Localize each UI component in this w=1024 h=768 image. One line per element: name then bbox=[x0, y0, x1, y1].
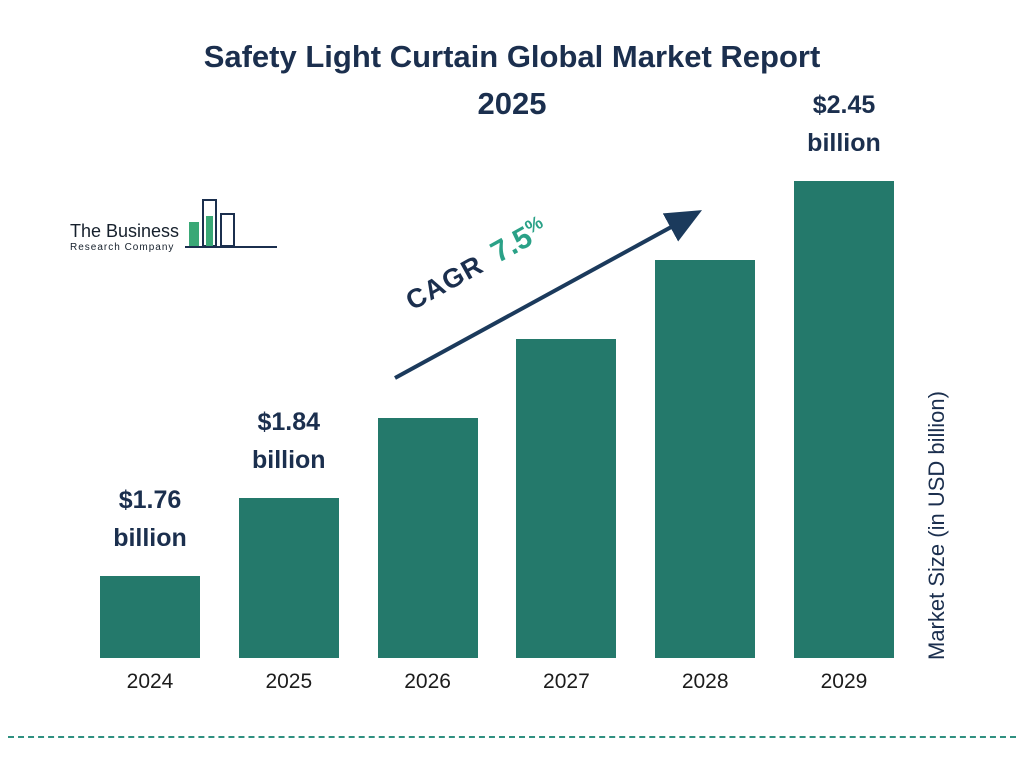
bar-value-label-2029: $2.45 billion bbox=[807, 90, 881, 158]
year-label-2029: 2029 bbox=[820, 670, 868, 693]
bar-2027 bbox=[516, 339, 617, 658]
company-logo-text: The Business Research Company bbox=[70, 221, 179, 261]
y-axis-label: Market Size (in USD billion) bbox=[924, 391, 949, 660]
year-label-2026: 2026 bbox=[404, 670, 451, 693]
bar-column-2029: $2.45 billion 2029 bbox=[793, 86, 894, 695]
company-name: The Business bbox=[70, 221, 180, 241]
page-title-line1: Safety Light Curtain Global Market Repor… bbox=[203, 39, 821, 74]
bar-chart: $1.76 billion 2024 $1.84 billion 2025 2026 2027… bbox=[100, 54, 894, 694]
year-label-2027: 2027 bbox=[543, 670, 590, 693]
page-title: Safety Light Curtain Global Market Repor… bbox=[0, 34, 1024, 127]
bar-column-2024: $1.76 billion 2024 bbox=[100, 481, 200, 695]
bar-2024 bbox=[100, 576, 200, 658]
bar-column-2026: 2026 bbox=[377, 418, 478, 694]
page-title-line2: 2025 bbox=[477, 85, 547, 121]
bar-2026 bbox=[377, 418, 478, 658]
bar-column-2025: $1.84 billion 2025 bbox=[238, 403, 339, 695]
year-label-2025: 2025 bbox=[265, 670, 313, 693]
bar-chart-logo-icon bbox=[185, 192, 281, 261]
bar-2029 bbox=[793, 181, 894, 658]
bar-column-2027: 2027 bbox=[516, 339, 617, 694]
bar-value-label-2024: $1.76 billion bbox=[113, 485, 187, 553]
year-label-2028: 2028 bbox=[681, 670, 729, 693]
bar-2028 bbox=[655, 260, 756, 658]
company-name-sub: Research Company bbox=[70, 242, 175, 253]
bar-column-2028: 2028 bbox=[655, 260, 756, 694]
company-logo: The Business Research Company bbox=[70, 192, 281, 261]
bar-2025 bbox=[238, 498, 339, 658]
bottom-dashed-divider bbox=[8, 736, 1016, 738]
year-label-2024: 2024 bbox=[126, 670, 174, 693]
bar-value-label-2025: $1.84 billion bbox=[251, 407, 326, 475]
cagr-trend-arrow-icon bbox=[394, 210, 703, 380]
